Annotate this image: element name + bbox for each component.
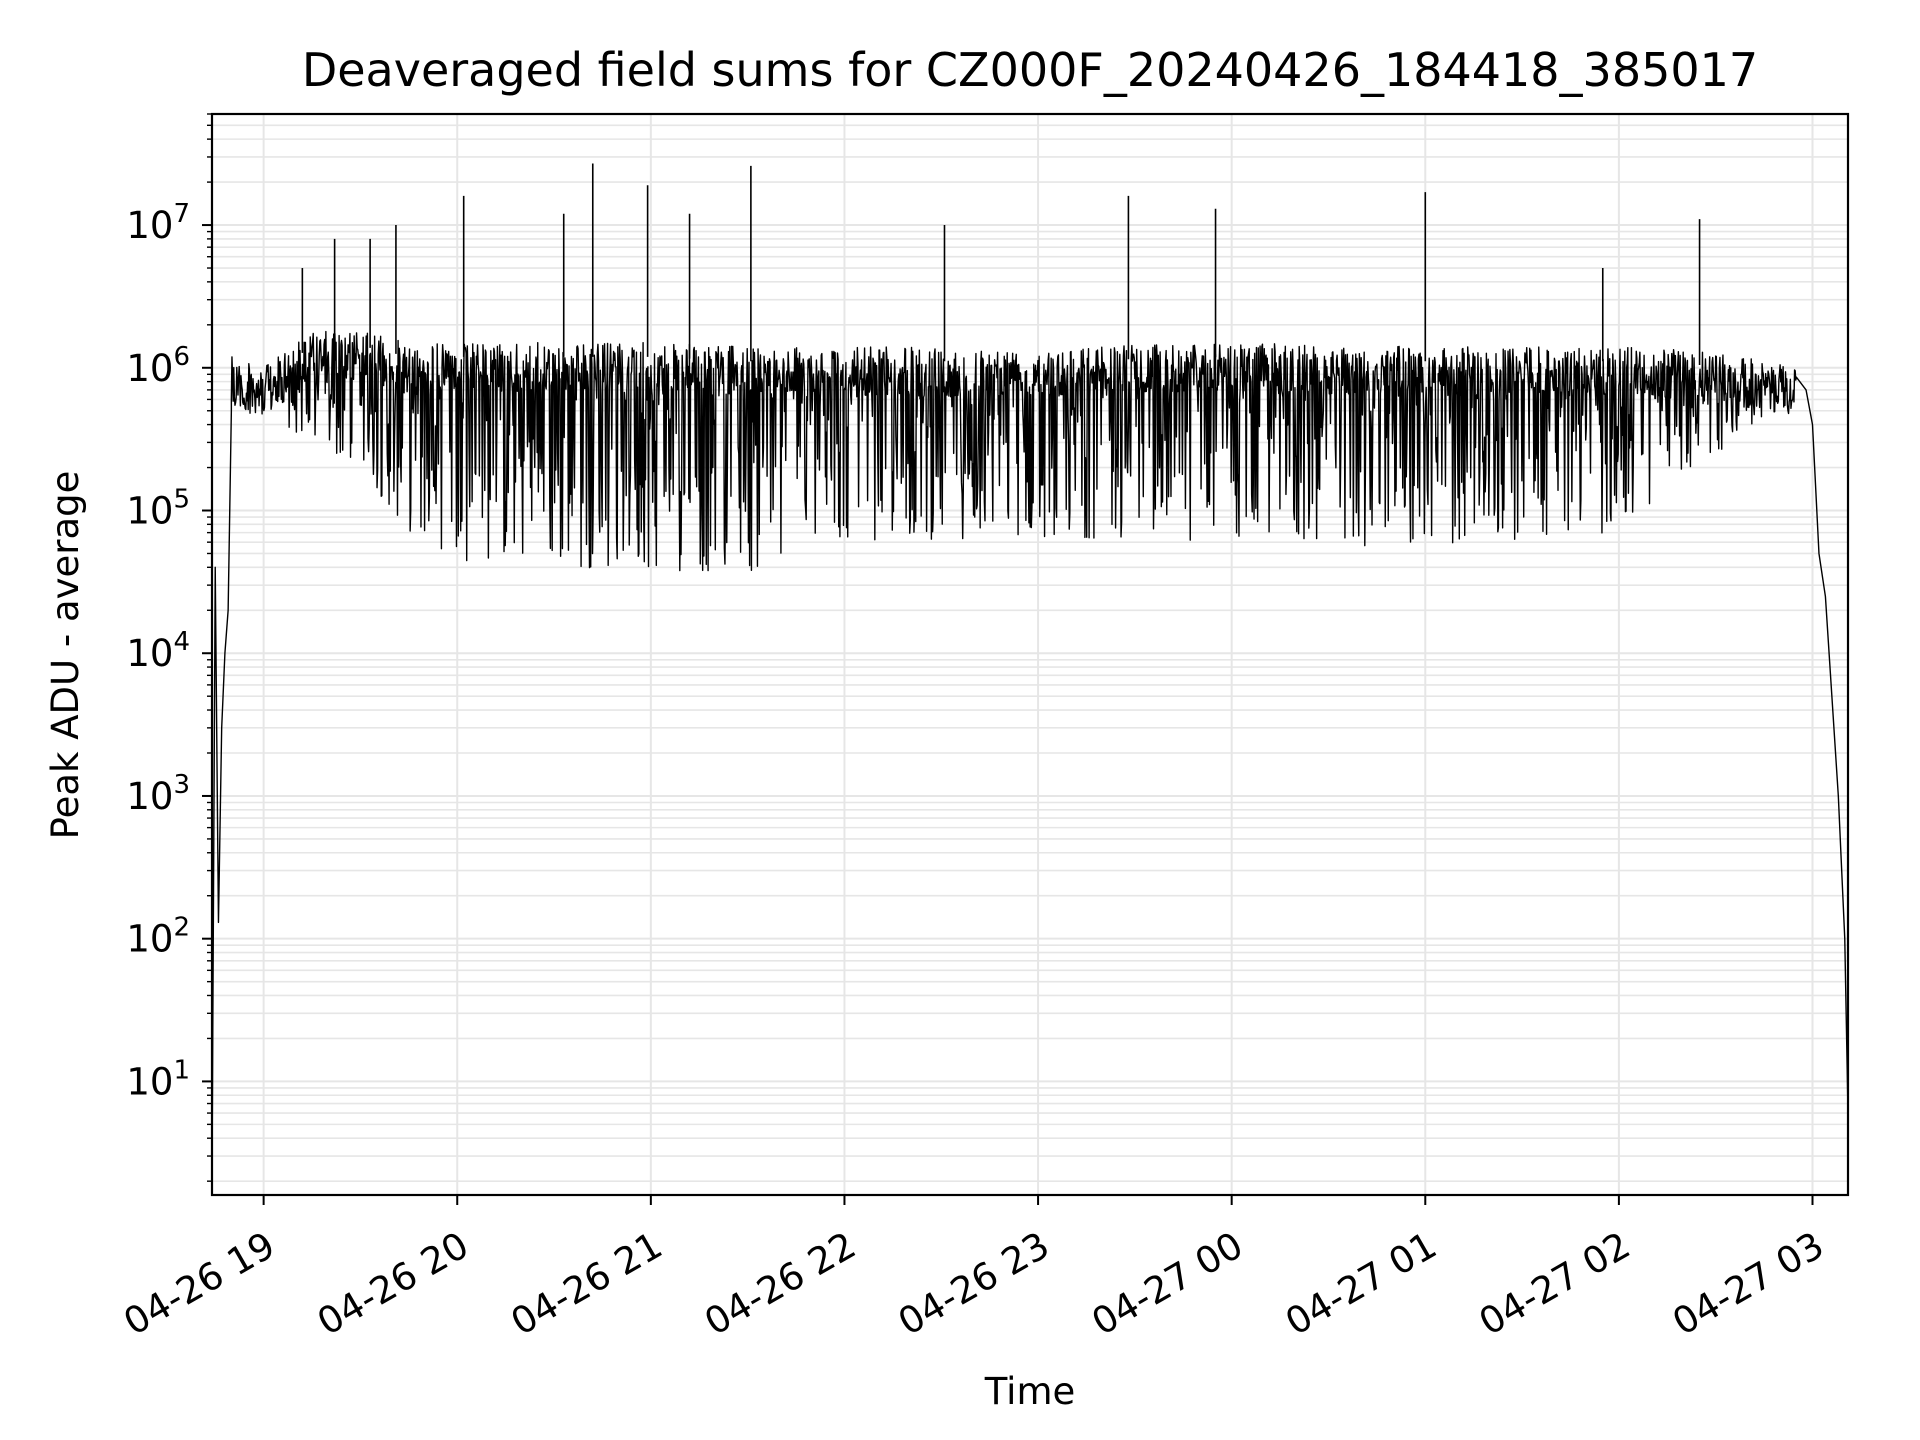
major-grid [212, 114, 1848, 1195]
x-tick-label: 04-27 01 [1278, 1224, 1444, 1344]
x-tick-label: 04-26 23 [891, 1224, 1057, 1344]
y-tick-label: 102 [126, 913, 190, 961]
x-tick-label: 04-27 00 [1085, 1224, 1251, 1344]
x-tick-label: 04-26 22 [697, 1224, 863, 1344]
series-line [211, 330, 1849, 1182]
y-tick-label: 105 [126, 485, 190, 533]
y-tick-label: 104 [126, 627, 190, 675]
y-tick-label: 103 [126, 770, 190, 818]
x-tick-label: 04-27 03 [1665, 1224, 1831, 1344]
x-tick-label: 04-27 02 [1472, 1224, 1638, 1344]
x-tick-label: 04-26 19 [117, 1224, 283, 1344]
x-axis-label: Time [984, 1370, 1076, 1413]
x-axis: 04-26 19 04-26 20 04-26 21 04-26 22 04-26 23… [117, 1195, 1831, 1344]
y-tick-label: 107 [126, 199, 190, 247]
y-axis-label: Peak ADU - average [44, 471, 87, 840]
plot-frame [210, 112, 1850, 1197]
y-tick-label: 101 [126, 1055, 190, 1103]
y-axis: 101 102 103 104 105 106 107 [126, 113, 212, 1182]
chart-title: Deaveraged field sums for CZ000F_2024042… [302, 43, 1758, 97]
x-tick-label: 04-26 21 [504, 1224, 670, 1344]
y-tick-label: 106 [126, 342, 190, 390]
series-layer [211, 163, 1849, 1182]
x-tick-label: 04-26 20 [310, 1224, 476, 1344]
